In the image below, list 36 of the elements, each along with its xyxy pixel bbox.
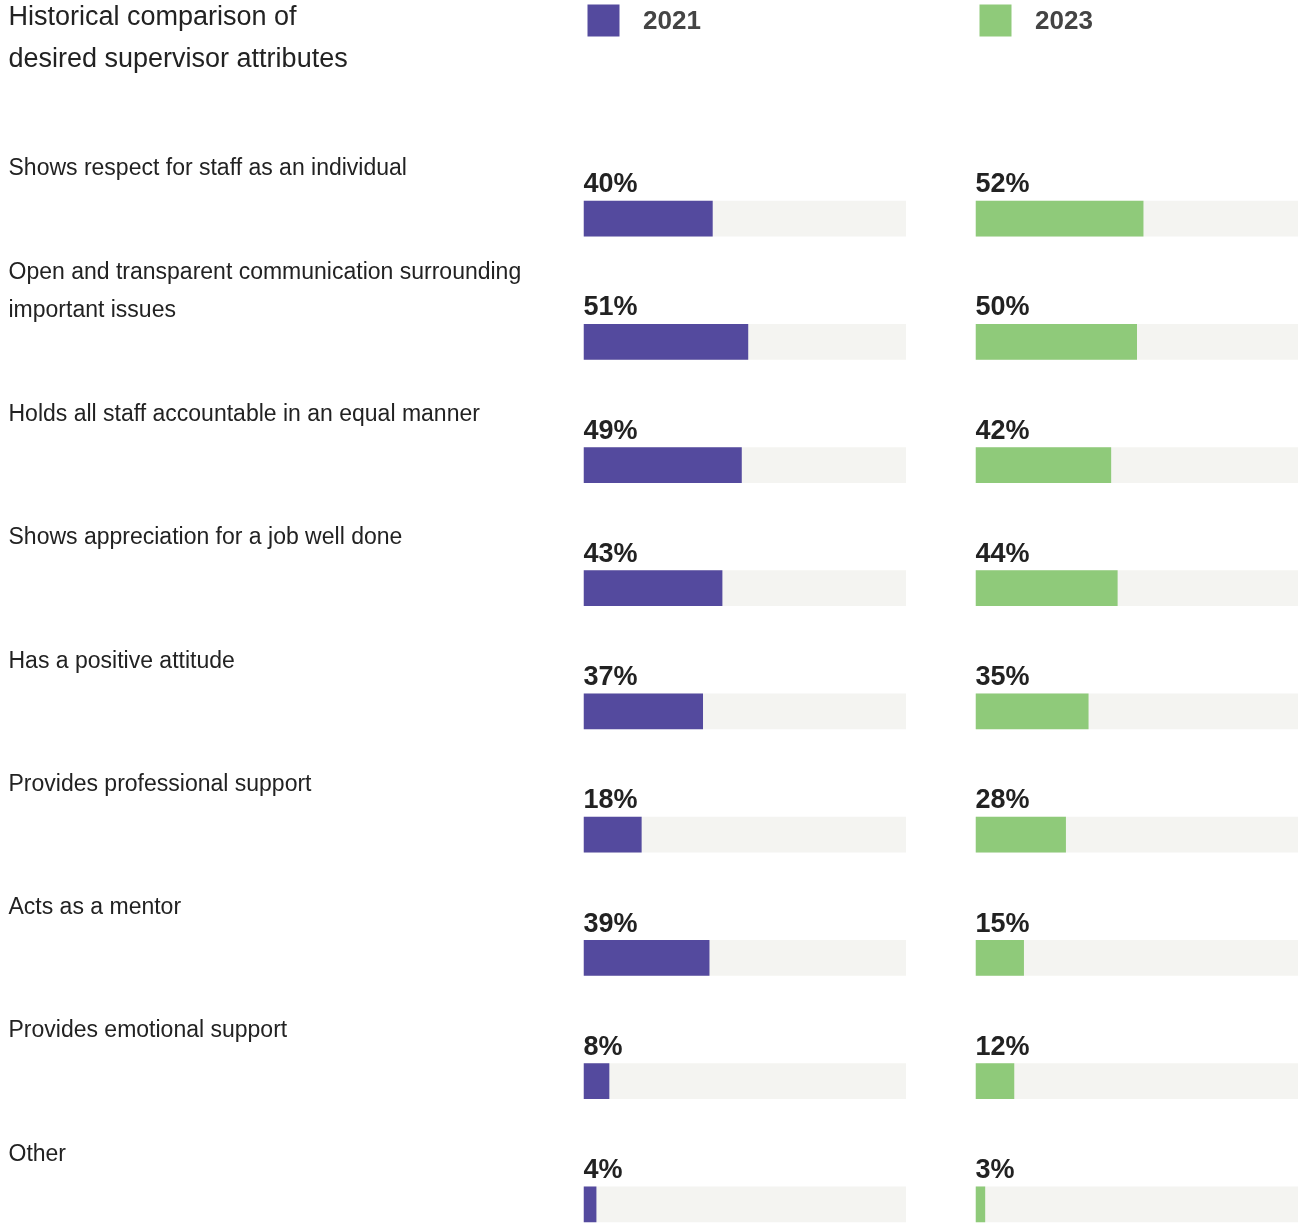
bar — [975, 940, 1024, 976]
data-label: 28% — [975, 784, 1030, 815]
y-tick-label: Shows appreciation for a job well done — [8, 523, 403, 550]
data-label: 44% — [975, 537, 1030, 568]
text: Historical comparison of desired supervisor attributes — [8, 0, 348, 73]
y-tick-label: Has a positive attitude — [8, 646, 235, 673]
legend-label: 2021 — [643, 4, 701, 36]
data-label: 39% — [583, 907, 638, 938]
data-label: 8% — [583, 1030, 623, 1061]
y-tick-label: Open and transparent communication surrounding important issues — [8, 258, 522, 322]
y-tick-label: Shows respect for staff as an individual — [8, 153, 407, 180]
bar — [975, 1063, 1015, 1099]
bar — [583, 816, 642, 853]
bar — [583, 1063, 610, 1099]
y-tick-label: Other — [8, 1139, 67, 1166]
data-label: 42% — [975, 414, 1030, 445]
bar — [583, 1186, 597, 1223]
legend-label: 2023 — [1035, 4, 1093, 36]
y-tick-label: Provides professional support — [8, 769, 313, 796]
data-label: 12% — [975, 1030, 1030, 1061]
data-label: 4% — [583, 1153, 623, 1184]
data-label: 43% — [583, 537, 638, 568]
data-label: 51% — [583, 291, 638, 322]
data-label: 15% — [975, 907, 1030, 938]
data-label: 50% — [975, 291, 1030, 322]
data-label: 37% — [583, 661, 638, 692]
y-tick-label: Holds all staff accountable in an equal manner — [8, 400, 481, 427]
data-label: 40% — [583, 168, 638, 199]
y-tick-label: Acts as a mentor — [8, 893, 182, 920]
data-label: 18% — [583, 784, 638, 815]
bar — [975, 1186, 986, 1223]
data-label: 35% — [975, 661, 1030, 692]
y-tick-label: Provides emotional support — [8, 1016, 288, 1043]
data-label: 52% — [975, 168, 1030, 199]
data-label: 49% — [583, 414, 638, 445]
data-label: 3% — [975, 1153, 1015, 1184]
